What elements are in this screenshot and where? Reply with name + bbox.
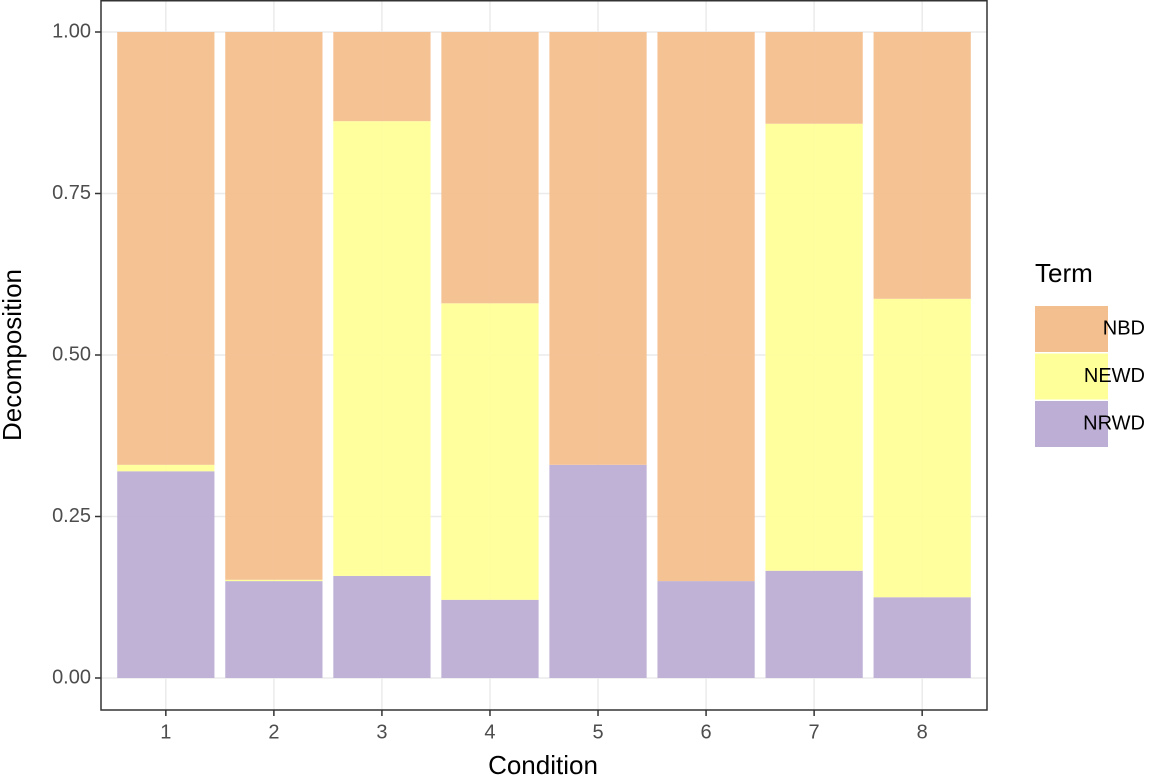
bar-segment [225, 581, 323, 678]
bar-segment [549, 32, 647, 465]
bar-segment [873, 298, 971, 598]
y-tick-label: 0.50 [52, 343, 91, 365]
x-tick-label: 1 [160, 721, 171, 743]
x-tick-label: 5 [592, 721, 603, 743]
legend-label: NBD [1103, 317, 1145, 339]
bar-segment [117, 464, 215, 472]
legend-key [1035, 353, 1108, 400]
y-tick-label: 0.75 [52, 182, 91, 204]
plot-border [100, 0, 988, 711]
x-tick-label: 8 [917, 721, 928, 743]
bar-segment [117, 32, 215, 465]
bar-segment [873, 32, 971, 299]
y-axis-title: Decomposition [0, 269, 27, 441]
y-tick-label: 0.00 [52, 666, 91, 688]
bar-segment [441, 599, 539, 678]
x-tick-label: 7 [809, 721, 820, 743]
bar-segment [765, 570, 863, 678]
bar-segment [333, 575, 431, 678]
bar-segment [765, 123, 863, 571]
bar-segment [765, 32, 863, 124]
bar-segment [441, 32, 539, 304]
x-tick-label: 3 [376, 721, 387, 743]
bar-segment [441, 303, 539, 600]
bar-segment [333, 121, 431, 576]
y-tick-label: 1.00 [52, 20, 91, 42]
y-tick-label: 0.25 [52, 505, 91, 527]
legend-title: Term [1035, 258, 1093, 288]
x-tick-label: 2 [268, 721, 279, 743]
legend-label: NEWD [1084, 365, 1145, 387]
x-axis-title: Condition [488, 750, 598, 779]
legend-label: NRWD [1083, 412, 1145, 434]
bar-segment [657, 32, 755, 582]
bar-segment [657, 581, 755, 678]
bar-segment [225, 579, 323, 582]
bar-segment [225, 32, 323, 580]
legend-key [1035, 306, 1108, 352]
bar-segment [333, 32, 431, 122]
bar-segment [117, 471, 215, 678]
x-tick-label: 4 [484, 721, 495, 743]
bar-segment [873, 597, 971, 678]
legend-key [1035, 401, 1108, 447]
bar-segment [549, 464, 647, 678]
x-tick-label: 6 [701, 721, 712, 743]
